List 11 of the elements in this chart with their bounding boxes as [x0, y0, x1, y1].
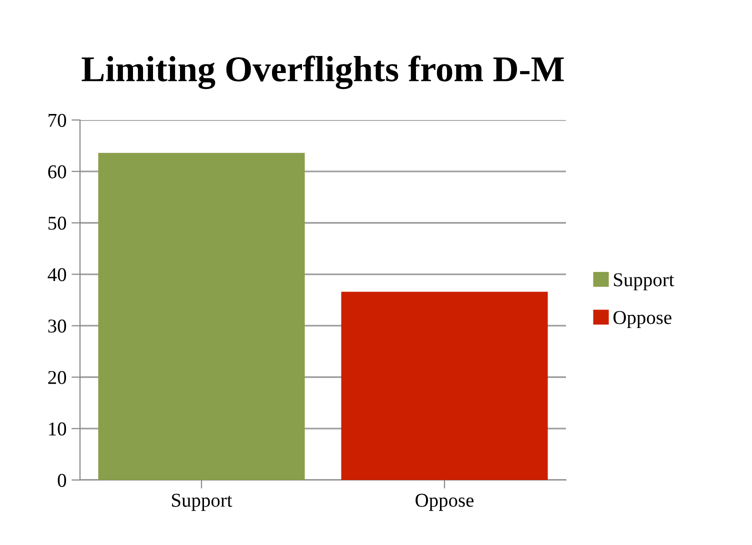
y-tick-label: 30: [48, 320, 66, 333]
y-tick-label: 60: [48, 165, 66, 178]
y-tick-label: 20: [48, 370, 66, 384]
legend-label: Support: [614, 273, 674, 290]
y-tick-label: 70: [48, 114, 66, 127]
y-tick-label: 50: [48, 216, 66, 230]
chart-title: Limiting Overflights from D-M: [82, 56, 564, 90]
legend-label: Oppose: [613, 311, 672, 328]
y-tick-label: 10: [49, 422, 66, 436]
y-tick-label: 0: [58, 474, 66, 487]
y-tick-label: 40: [48, 268, 66, 282]
